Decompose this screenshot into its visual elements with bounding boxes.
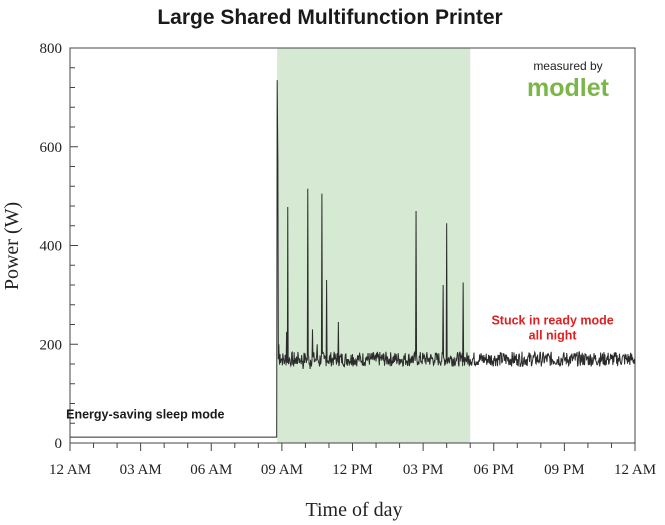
series-line: [70, 80, 636, 438]
y-axis: 0 200 400 600 800: [40, 41, 78, 452]
logo-wordmark: modlet: [527, 74, 610, 102]
annotations: Energy-saving sleep mode Stuck in ready m…: [66, 314, 614, 422]
workday-highlight-band: [277, 48, 471, 443]
y-tick-label: 600: [40, 140, 63, 156]
x-tick-label: 09 PM: [544, 462, 584, 478]
y-tick-label: 800: [40, 41, 63, 57]
x-tick-label: 03 PM: [403, 462, 443, 478]
y-tick-label: 200: [40, 337, 63, 353]
x-tick-label: 09 AM: [261, 462, 303, 478]
logo-caption: measured by: [533, 59, 602, 73]
x-tick-label: 03 AM: [120, 462, 162, 478]
x-tick-label: 12 AM: [614, 462, 656, 478]
annotation-label: all night: [529, 328, 578, 342]
y-tick-label: 0: [55, 436, 63, 452]
x-tick-label: 06 PM: [474, 462, 514, 478]
x-tick-label: 06 AM: [190, 462, 232, 478]
y-axis-title: Power (W): [1, 202, 23, 290]
x-axis: 12 AM 03 AM 06 AM 09 AM 12 PM 03 PM 06 PM 09 PM…: [49, 443, 656, 478]
x-tick-label: 12 PM: [332, 462, 372, 478]
modlet-logo: measured by modlet: [527, 59, 610, 102]
x-tick-label: 12 AM: [49, 462, 91, 478]
chart-title: Large Shared Multifunction Printer: [157, 6, 502, 29]
y-tick-label: 400: [40, 239, 63, 255]
x-axis-title: Time of day: [305, 499, 402, 521]
annotation-label: Stuck in ready mode: [491, 314, 613, 328]
annotation-label: Energy-saving sleep mode: [66, 407, 224, 421]
